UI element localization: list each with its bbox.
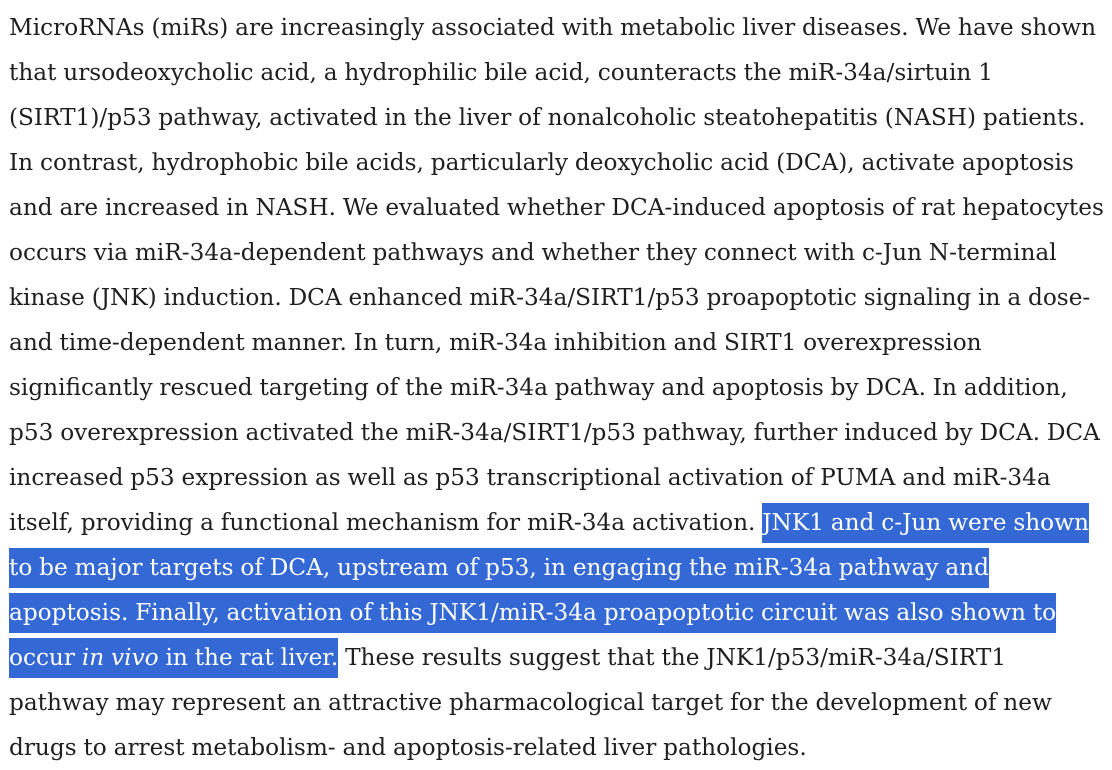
selected-text-part-2[interactable]: in the rat liver. <box>158 644 339 671</box>
abstract-trailing-text[interactable]: These results suggest that the JNK1/p53/… <box>9 644 1052 761</box>
selected-text-part-1[interactable]: JNK1 and c-Jun were shown to be major ta… <box>9 509 1089 671</box>
selected-italic-text[interactable]: in vivo <box>81 644 159 671</box>
abstract-paragraph[interactable]: MicroRNAs (miRs) are increasingly associ… <box>9 5 1107 770</box>
abstract-lead-text[interactable]: MicroRNAs (miRs) are increasingly associ… <box>9 14 1104 536</box>
